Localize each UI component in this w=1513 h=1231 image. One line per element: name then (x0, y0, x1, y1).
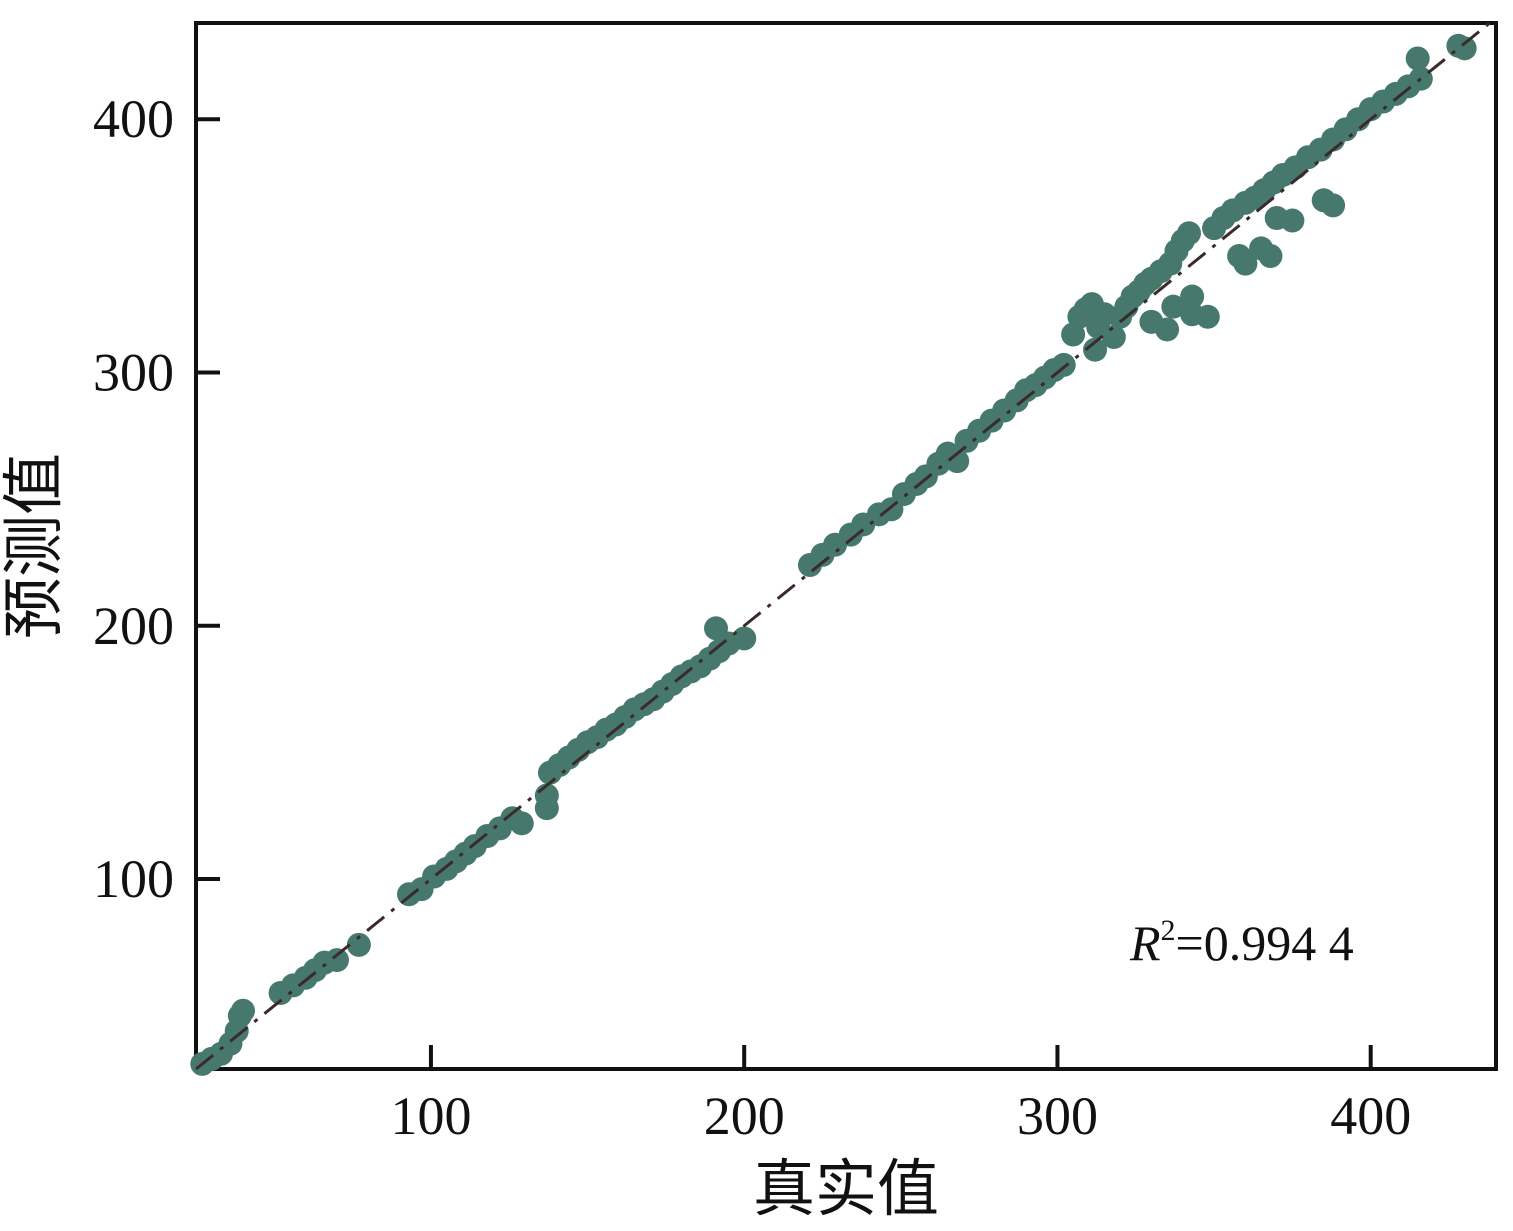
data-point (324, 948, 349, 973)
data-point (732, 626, 757, 651)
data-point (509, 811, 534, 836)
plot-frame (194, 21, 1498, 1071)
y-tick-label: 300 (93, 343, 174, 403)
x-axis-title: 真实值 (753, 1152, 939, 1225)
data-point (534, 796, 559, 821)
data-point (1321, 193, 1346, 218)
data-point (346, 932, 371, 957)
r-squared-annotation: R2=0.994 4 (1129, 914, 1354, 971)
r-superscript: 2 (1161, 914, 1176, 947)
data-point (1408, 66, 1433, 91)
data-point (1161, 294, 1186, 319)
data-point (1280, 208, 1305, 233)
data-point (1195, 304, 1220, 329)
data-point (1258, 244, 1283, 269)
r-value: =0.994 4 (1176, 915, 1354, 971)
data-point (230, 998, 255, 1023)
data-point (1177, 221, 1202, 246)
data-point (945, 449, 970, 474)
y-tick-label: 400 (93, 89, 174, 149)
y-tick-label: 100 (93, 849, 174, 909)
data-point (1180, 284, 1205, 309)
axis-ticks: 100 200 300 400 100 200 300 400 (93, 89, 1411, 1146)
y-tick-label: 200 (93, 596, 174, 656)
data-point (1233, 251, 1258, 276)
data-point (1155, 317, 1180, 342)
r-symbol: R (1129, 915, 1161, 971)
data-point (1101, 325, 1126, 350)
data-point (1452, 36, 1477, 61)
y-axis-title: 预测值 (0, 453, 70, 639)
x-tick-label: 100 (390, 1086, 471, 1146)
data-point (1405, 46, 1430, 71)
x-tick-label: 400 (1330, 1086, 1411, 1146)
reference-line (195, 16, 1497, 1071)
x-tick-label: 300 (1017, 1086, 1098, 1146)
data-point (1083, 337, 1108, 362)
x-tick-label: 200 (704, 1086, 785, 1146)
